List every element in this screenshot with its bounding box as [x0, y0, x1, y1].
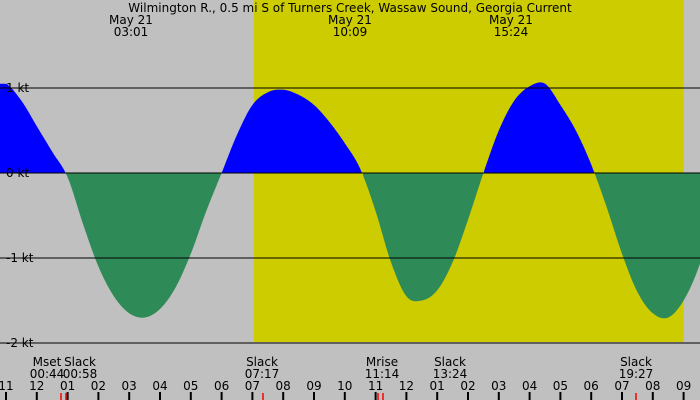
event-time-label: 13:24 — [433, 367, 468, 381]
x-tick-label: 08 — [645, 379, 660, 393]
x-tick-label: 09 — [306, 379, 321, 393]
x-tick-label: 02 — [460, 379, 475, 393]
ebb-area-5 — [595, 173, 700, 319]
x-tick-label: 12 — [29, 379, 44, 393]
date-time-label: 10:09 — [333, 25, 368, 39]
event-time-label: 11:14 — [365, 367, 400, 381]
x-tick-label: 04 — [152, 379, 167, 393]
date-time-label: 03:01 — [114, 25, 149, 39]
y-tick-labels: 1 kt 0 kt -1 kt -2 kt — [6, 81, 34, 350]
current-area-layer — [0, 82, 700, 319]
x-tick-label: 11 — [368, 379, 383, 393]
x-tick-label: 12 — [399, 379, 414, 393]
event-name-label: Mset — [33, 355, 62, 369]
x-tick-label: 05 — [553, 379, 568, 393]
x-tick-label: 03 — [491, 379, 506, 393]
x-tick-label: 08 — [276, 379, 291, 393]
x-tick-label: 05 — [183, 379, 198, 393]
x-tick-label: 07 — [245, 379, 260, 393]
y-tick-label: -2 kt — [6, 336, 34, 350]
flood-area-0 — [0, 83, 66, 173]
event-name-label: Slack — [434, 355, 466, 369]
x-tick-label: 01 — [430, 379, 445, 393]
event-name-label: Mrise — [366, 355, 398, 369]
date-time-label: 15:24 — [494, 25, 529, 39]
date-label: May 21 — [109, 13, 153, 27]
event-name-label: Slack — [64, 355, 96, 369]
event-time-label: 19:27 — [619, 367, 654, 381]
chart-title: Wilmington R., 0.5 mi S of Turners Creek… — [128, 1, 572, 15]
y-tick-label: 0 kt — [6, 166, 29, 180]
event-name-label: Slack — [246, 355, 278, 369]
x-tick-label: 09 — [676, 379, 691, 393]
x-tick-label: 06 — [214, 379, 229, 393]
event-time-label: 00:58 — [63, 367, 98, 381]
flood-area-2 — [222, 89, 363, 173]
event-labels: Mset00:44Slack00:58Slack07:17Mrise11:14S… — [30, 355, 654, 381]
x-tick-label: 10 — [337, 379, 352, 393]
date-label: May 21 — [489, 13, 533, 27]
x-axis-ticks: 11 12 01 02 03 04 05 06 07 08 09 10 11 12 01 02 03 04 05 06… — [0, 379, 691, 400]
x-tick-label: 03 — [122, 379, 137, 393]
x-tick-label: 07 — [614, 379, 629, 393]
ebb-area-1 — [66, 173, 222, 318]
x-tick-label: 06 — [584, 379, 599, 393]
x-tick-label: 01 — [60, 379, 75, 393]
x-tick-label: 11 — [0, 379, 14, 393]
ebb-area-3 — [363, 173, 484, 302]
event-name-label: Slack — [620, 355, 652, 369]
x-tick-label: 02 — [91, 379, 106, 393]
date-label: May 21 — [328, 13, 372, 27]
y-gridlines — [0, 87, 700, 344]
y-tick-label: -1 kt — [6, 251, 34, 265]
flood-area-4 — [484, 82, 595, 173]
event-time-label: 07:17 — [245, 367, 280, 381]
x-tick-label: 04 — [522, 379, 537, 393]
event-time-label: 00:44 — [30, 367, 65, 381]
y-tick-label: 1 kt — [6, 81, 29, 95]
